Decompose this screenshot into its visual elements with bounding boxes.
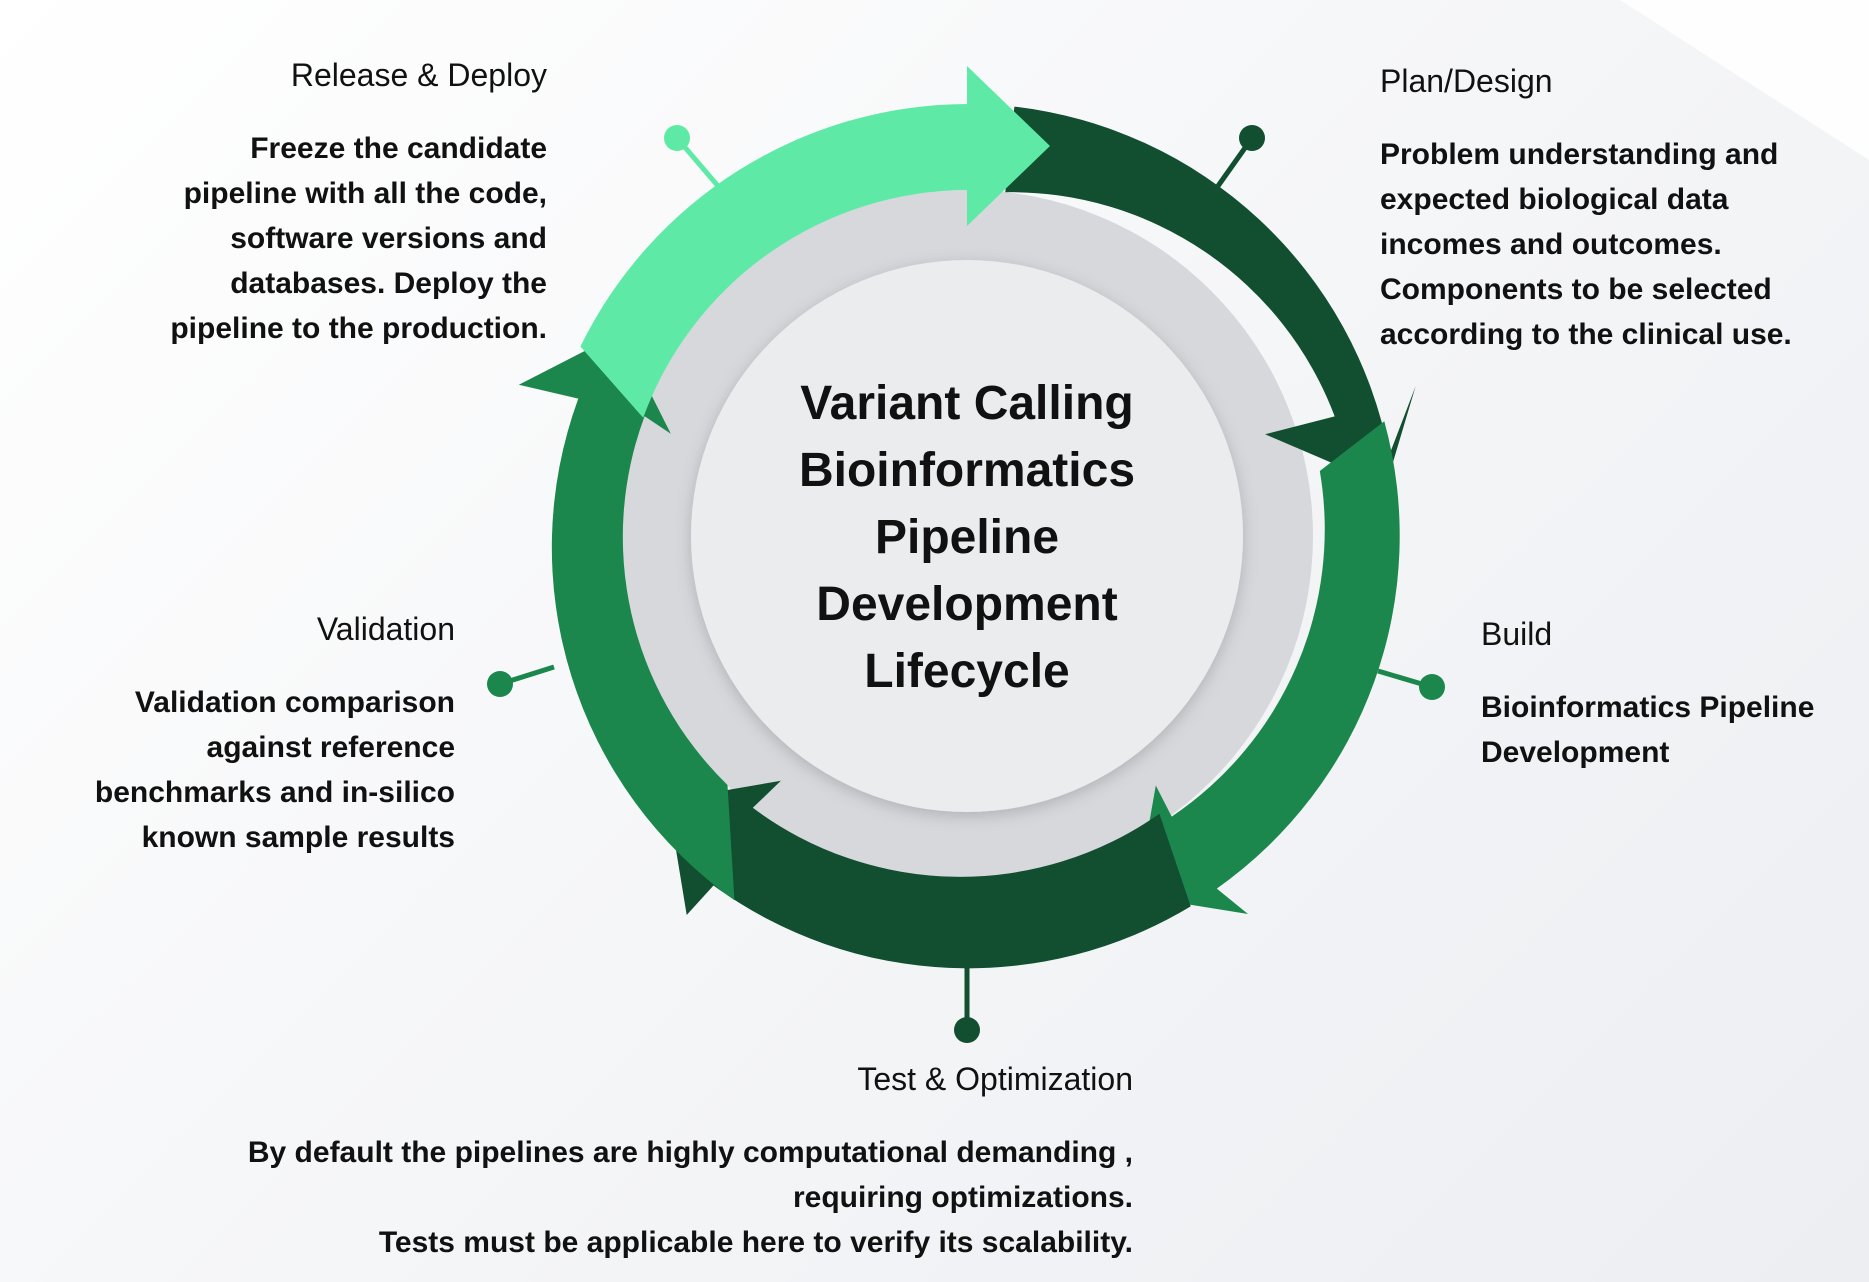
validation-connector-dot bbox=[487, 671, 513, 697]
description-line: Freeze the candidate bbox=[250, 132, 547, 166]
build-arrow bbox=[1136, 421, 1400, 914]
description-line: Development bbox=[1481, 736, 1670, 770]
validation-stage: Validation Validation comparison against… bbox=[40, 610, 455, 860]
description-line: requiring optimizations. bbox=[792, 1181, 1133, 1215]
description-line: expected biological data bbox=[1380, 183, 1729, 217]
title-line: Development bbox=[816, 578, 1118, 631]
description-line: Problem understanding and bbox=[1380, 138, 1779, 172]
validation-arrow bbox=[518, 332, 735, 901]
description-line: Validation comparison bbox=[134, 686, 455, 720]
description-line: known sample results bbox=[141, 821, 455, 855]
description-line: pipeline to the production. bbox=[170, 312, 547, 346]
description-line: incomes and outcomes. bbox=[1380, 228, 1722, 262]
build-description: Bioinformatics Pipeline Development bbox=[1481, 685, 1861, 775]
description-line: benchmarks and in-silico bbox=[94, 776, 455, 810]
title-line: Bioinformatics bbox=[798, 444, 1136, 497]
description-line: Bioinformatics Pipeline bbox=[1481, 691, 1815, 725]
test-connector-dot bbox=[954, 1017, 980, 1043]
release-arrow bbox=[580, 66, 1050, 418]
description-line: software versions and bbox=[230, 222, 547, 256]
validation-description: Validation comparison against reference … bbox=[40, 680, 455, 860]
description-line: Tests must be applicable here to verify … bbox=[378, 1226, 1133, 1260]
description-line: pipeline with all the code, bbox=[183, 177, 547, 211]
description-line: against reference bbox=[206, 731, 455, 765]
title-line: Variant Calling bbox=[800, 377, 1134, 430]
description-line: databases. Deploy the bbox=[230, 267, 547, 301]
cycle-arrows bbox=[518, 66, 1416, 969]
description-line: according to the clinical use. bbox=[1380, 318, 1792, 352]
validation-heading: Validation bbox=[316, 611, 455, 647]
build-heading: Build bbox=[1481, 616, 1553, 652]
test-stage: Test & Optimization By default the pipel… bbox=[130, 1060, 1133, 1265]
center-disk bbox=[691, 260, 1243, 812]
title-line: Pipeline bbox=[874, 511, 1060, 564]
plan-arrow bbox=[1005, 106, 1416, 486]
plan-heading: Plan/Design bbox=[1380, 63, 1553, 99]
test-arrow bbox=[667, 780, 1191, 969]
description-line: Components to be selected bbox=[1380, 273, 1772, 307]
test-heading: Test & Optimization bbox=[857, 1061, 1133, 1097]
plan-connector-dot bbox=[1239, 125, 1265, 151]
connectors bbox=[487, 125, 1445, 1043]
build-connector-dot bbox=[1419, 674, 1445, 700]
plan-description: Problem understanding and expected biolo… bbox=[1380, 132, 1850, 357]
description-line: By default the pipelines are highly comp… bbox=[247, 1136, 1133, 1170]
build-stage: Build Bioinformatics Pipeline Developmen… bbox=[1481, 615, 1861, 775]
diagram-title: Variant Calling Bioinformatics Pipeline … bbox=[767, 370, 1167, 705]
test-description: By default the pipelines are highly comp… bbox=[130, 1130, 1133, 1265]
release-stage: Release & Deploy Freeze the candidate pi… bbox=[80, 56, 547, 351]
release-description: Freeze the candidate pipeline with all t… bbox=[80, 126, 547, 351]
title-line: Lifecycle bbox=[864, 645, 1070, 698]
release-connector-dot bbox=[664, 125, 690, 151]
corner-decoration bbox=[1620, 0, 1869, 160]
release-heading: Release & Deploy bbox=[290, 57, 547, 93]
plan-stage: Plan/Design Problem understanding and ex… bbox=[1380, 62, 1850, 357]
